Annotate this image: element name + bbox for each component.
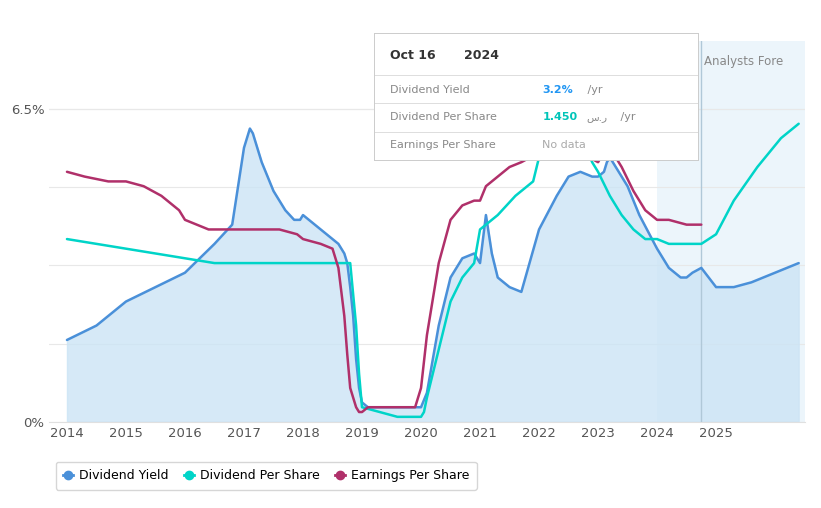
Text: Earnings Per Share: Earnings Per Share	[390, 140, 496, 150]
Text: Analysts Fore: Analysts Fore	[704, 55, 783, 68]
Text: 1.450: 1.450	[542, 112, 577, 122]
Text: 2024: 2024	[465, 49, 499, 62]
Text: No data: No data	[542, 140, 586, 150]
Text: Dividend Yield: Dividend Yield	[390, 84, 470, 94]
Text: Dividend Per Share: Dividend Per Share	[390, 112, 497, 122]
Text: /yr: /yr	[617, 112, 635, 122]
Legend: Dividend Yield, Dividend Per Share, Earnings Per Share: Dividend Yield, Dividend Per Share, Earn…	[56, 462, 477, 490]
Text: س.ر: س.ر	[586, 112, 607, 122]
Bar	[657, 41, 805, 422]
Text: 3.2%: 3.2%	[542, 84, 573, 94]
Text: Oct 16: Oct 16	[390, 49, 440, 62]
Text: /yr: /yr	[585, 84, 603, 94]
Text: Past: Past	[674, 55, 699, 68]
